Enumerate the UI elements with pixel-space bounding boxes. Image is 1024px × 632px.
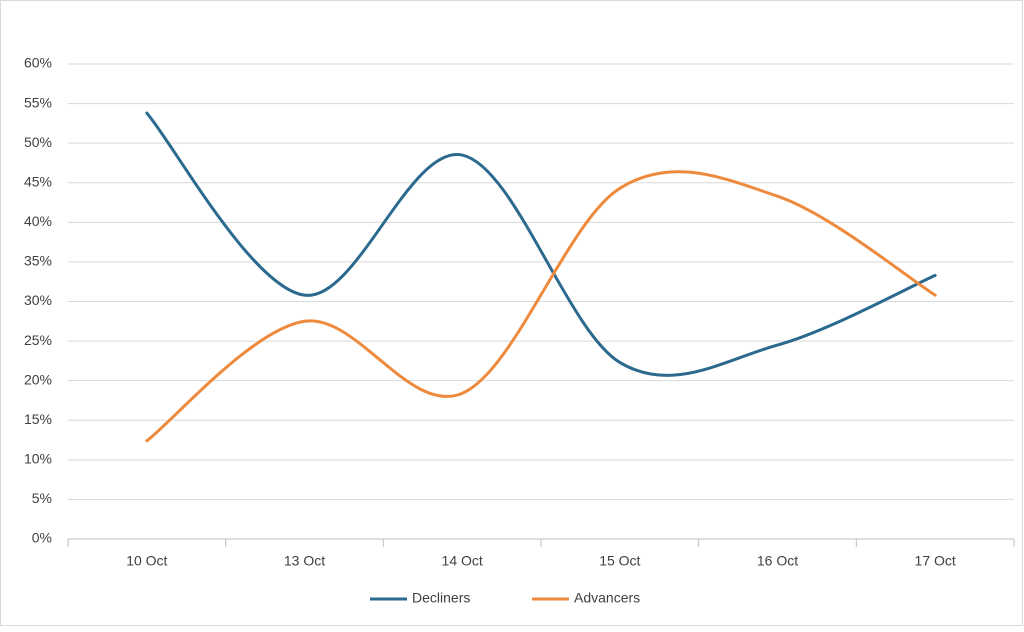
legend-label: Decliners (412, 590, 470, 606)
x-tick-label: 14 Oct (442, 553, 483, 569)
y-tick-label: 5% (32, 490, 52, 506)
y-tick-label: 50% (24, 134, 52, 150)
x-tick-label: 13 Oct (284, 553, 325, 569)
x-tick-label: 10 Oct (126, 553, 167, 569)
y-tick-label: 30% (24, 292, 52, 308)
series-line (145, 170, 937, 443)
y-tick-label: 60% (24, 55, 52, 71)
y-tick-label: 35% (24, 253, 52, 269)
x-tick-label: 15 Oct (599, 553, 640, 569)
x-tick-label: 17 Oct (915, 553, 956, 569)
y-tick-label: 20% (24, 371, 52, 387)
series-line (145, 111, 937, 377)
y-tick-label: 10% (24, 451, 52, 467)
y-tick-label: 55% (24, 94, 52, 110)
y-tick-label: 15% (24, 411, 52, 427)
legend-label: Advancers (574, 590, 640, 606)
x-tick-label: 16 Oct (757, 553, 798, 569)
y-tick-label: 25% (24, 332, 52, 348)
y-tick-label: 40% (24, 213, 52, 229)
y-tick-label: 0% (32, 530, 52, 546)
y-tick-label: 45% (24, 173, 52, 189)
